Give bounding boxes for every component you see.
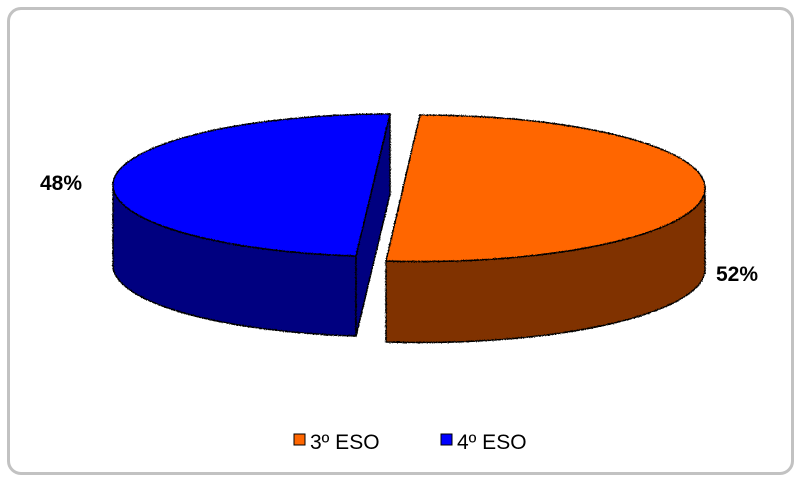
legend-label-4-eso: 4º ESO — [457, 431, 527, 454]
legend-label-3-eso: 3º ESO — [310, 431, 380, 454]
pie-slices — [112, 113, 706, 344]
legend-swatch-4-eso — [440, 433, 453, 446]
data-label-4-eso: 48% — [40, 172, 82, 195]
legend: 3º ESO 4º ESO — [293, 431, 527, 454]
slice-4-eso-top — [112, 113, 391, 257]
data-label-3-eso: 52% — [716, 263, 758, 286]
slice-3-eso-top — [385, 114, 706, 263]
legend-swatch-3-eso — [293, 433, 306, 446]
